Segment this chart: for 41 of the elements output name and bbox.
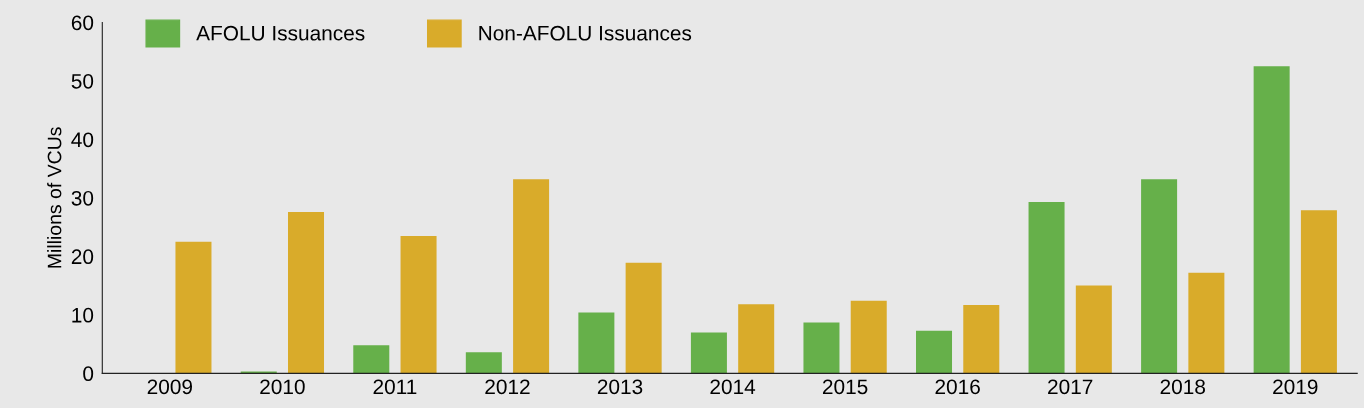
bar bbox=[738, 304, 775, 374]
x-tick-label: 2014 bbox=[710, 379, 756, 395]
bar bbox=[690, 332, 727, 374]
x-tick-label: 2019 bbox=[1273, 379, 1318, 395]
y-tick-label: 20 bbox=[71, 249, 94, 265]
bar bbox=[1028, 201, 1065, 374]
bar bbox=[963, 304, 1000, 374]
x-tick-label: 2015 bbox=[822, 379, 868, 395]
bar bbox=[513, 179, 550, 374]
x-tick-label: 2018 bbox=[1160, 379, 1205, 395]
bar bbox=[465, 352, 502, 374]
y-tick-label: 50 bbox=[71, 73, 94, 89]
x-tick-label: 2009 bbox=[147, 379, 193, 395]
bar bbox=[175, 241, 212, 374]
bar bbox=[850, 300, 887, 374]
bar bbox=[288, 211, 325, 374]
y-tick-label: 0 bbox=[83, 366, 94, 382]
y-tick-label: 40 bbox=[71, 132, 94, 148]
x-tick-label: 2017 bbox=[1048, 379, 1093, 395]
bar bbox=[1253, 66, 1290, 374]
x-tick-label: 2010 bbox=[260, 379, 305, 395]
legend-label: AFOLU Issuances bbox=[196, 25, 365, 41]
bar bbox=[1141, 179, 1178, 374]
x-tick-label: 2011 bbox=[373, 379, 417, 395]
y-axis-title: Millions of VCUs bbox=[47, 127, 62, 268]
bar bbox=[803, 322, 840, 374]
y-tick-label: 10 bbox=[72, 307, 94, 323]
bar bbox=[1300, 210, 1337, 374]
bar bbox=[1188, 272, 1225, 374]
bar bbox=[916, 330, 953, 374]
legend-label: Non-AFOLU Issuances bbox=[479, 25, 692, 41]
x-tick-label: 2013 bbox=[597, 379, 643, 395]
x-tick-label: 2016 bbox=[935, 379, 980, 395]
bar bbox=[1075, 285, 1112, 374]
bar bbox=[400, 235, 437, 374]
x-tick-label: 2012 bbox=[485, 379, 530, 395]
bar bbox=[578, 312, 615, 374]
bar bbox=[625, 262, 662, 374]
bar bbox=[353, 345, 390, 374]
y-tick-label: 60 bbox=[71, 15, 94, 31]
y-tick-label: 30 bbox=[71, 190, 94, 206]
